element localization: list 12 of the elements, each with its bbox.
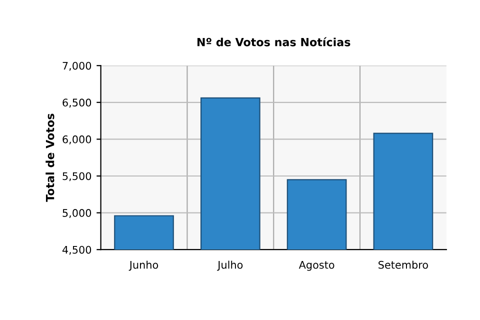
y-tick-label: 4,500 xyxy=(62,246,92,255)
x-tick-label: Setembro xyxy=(378,260,428,269)
chart-title: Nº de Votos nas Notícias xyxy=(197,37,350,46)
x-tick-label: Junho xyxy=(128,260,158,271)
x-tick-label: Agosto xyxy=(298,261,334,271)
y-axis-title: Total de Votos xyxy=(46,114,54,202)
x-tick-label: Julho xyxy=(217,260,243,271)
y-tick-label: 7,000 xyxy=(62,62,92,71)
y-tick-label: 5,000 xyxy=(62,209,92,218)
y-tick-label: 5,500 xyxy=(62,172,92,182)
y-tick-label: 6,000 xyxy=(62,135,92,144)
y-tick-label: 6,500 xyxy=(62,98,92,108)
